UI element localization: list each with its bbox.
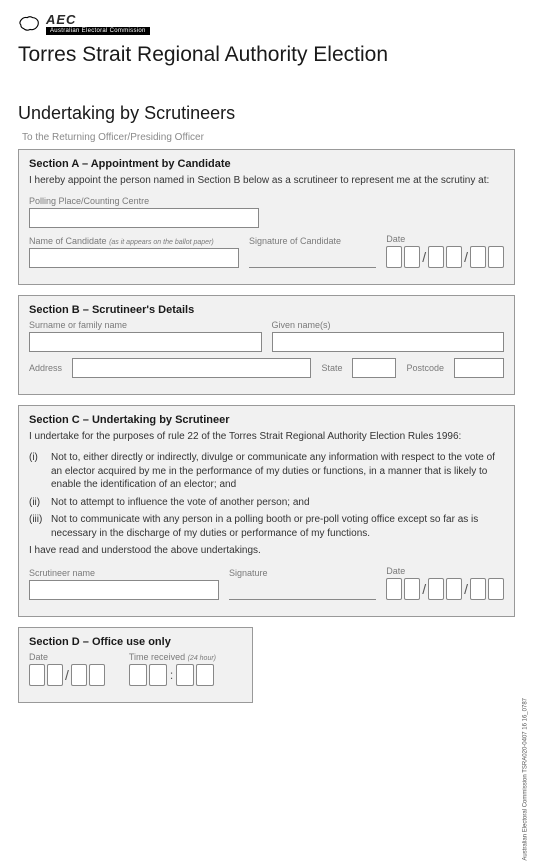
state-label: State: [321, 363, 342, 373]
addressee-line: To the Returning Officer/Presiding Offic…: [18, 132, 515, 143]
given-names-label: Given name(s): [272, 320, 505, 330]
date-box[interactable]: [470, 578, 486, 600]
section-c-date-label: Date: [386, 566, 504, 576]
scrutineer-name-label: Scrutineer name: [29, 568, 219, 578]
date-slash: /: [464, 249, 468, 265]
date-box[interactable]: [29, 664, 45, 686]
section-c-intro: I undertake for the purposes of rule 22 …: [29, 430, 504, 444]
time-received-label: Time received (24 hour): [129, 652, 216, 662]
date-box[interactable]: [488, 578, 504, 600]
page-title: Torres Strait Regional Authority Electio…: [18, 43, 515, 67]
section-d-date-label: Date: [29, 652, 105, 662]
rule-num: (iii): [29, 513, 43, 540]
time-box[interactable]: [196, 664, 214, 686]
scrutineer-signature-label: Signature: [229, 568, 376, 578]
candidate-signature-line[interactable]: [249, 248, 376, 268]
page-subtitle: Undertaking by Scrutineers: [18, 103, 515, 124]
date-box[interactable]: [386, 246, 402, 268]
date-slash: /: [464, 581, 468, 597]
section-d-date-group: /: [29, 664, 105, 686]
date-box[interactable]: [89, 664, 105, 686]
date-slash: /: [422, 581, 426, 597]
address-label: Address: [29, 363, 62, 373]
rule-text: Not to communicate with any person in a …: [51, 513, 504, 540]
aec-wordmark: AEC Australian Electoral Commission: [46, 12, 150, 35]
polling-place-input[interactable]: [29, 208, 259, 228]
candidate-name-hint: (as it appears on the ballot paper): [109, 239, 214, 246]
date-box[interactable]: [71, 664, 87, 686]
time-box[interactable]: [129, 664, 147, 686]
section-c: Section C – Undertaking by Scrutineer I …: [18, 405, 515, 617]
date-box[interactable]: [488, 246, 504, 268]
rule-item: (ii) Not to attempt to influence the vote…: [29, 496, 504, 510]
section-b-head: Section B – Scrutineer's Details: [29, 304, 504, 316]
date-box[interactable]: [386, 578, 402, 600]
date-slash: /: [422, 249, 426, 265]
section-a-intro: I hereby appoint the person named in Sec…: [29, 174, 504, 188]
time-colon: :: [169, 668, 174, 682]
section-d-head: Section D – Office use only: [29, 636, 242, 648]
candidate-signature-label: Signature of Candidate: [249, 236, 376, 246]
rule-item: (iii) Not to communicate with any person …: [29, 513, 504, 540]
section-a-date-label: Date: [386, 234, 504, 244]
date-box[interactable]: [446, 246, 462, 268]
date-box[interactable]: [428, 578, 444, 600]
header-logo: AEC Australian Electoral Commission: [18, 12, 515, 35]
rule-text: Not to attempt to influence the vote of …: [51, 496, 310, 510]
postcode-input[interactable]: [454, 358, 504, 378]
footer-side-note: Australian Electoral Commission TSRA020-…: [523, 698, 529, 861]
candidate-name-label-text: Name of Candidate: [29, 236, 107, 246]
rule-text: Not to, either directly or indirectly, d…: [51, 451, 504, 492]
aec-logo-text: AEC: [46, 12, 150, 27]
rule-num: (i): [29, 451, 43, 492]
address-input[interactable]: [72, 358, 311, 378]
date-box[interactable]: [47, 664, 63, 686]
candidate-name-label: Name of Candidate (as it appears on the …: [29, 236, 239, 246]
state-input[interactable]: [352, 358, 396, 378]
aec-logo-sub: Australian Electoral Commission: [46, 27, 150, 35]
surname-input[interactable]: [29, 332, 262, 352]
time-box[interactable]: [176, 664, 194, 686]
time-group: :: [129, 664, 216, 686]
date-slash: /: [65, 667, 69, 683]
date-box[interactable]: [404, 246, 420, 268]
section-d: Section D – Office use only Date / Time …: [18, 627, 253, 703]
section-c-affirm: I have read and understood the above und…: [29, 544, 504, 558]
candidate-name-input[interactable]: [29, 248, 239, 268]
rule-item: (i) Not to, either directly or indirectly…: [29, 451, 504, 492]
time-received-text: Time received: [129, 652, 185, 662]
section-a-head: Section A – Appointment by Candidate: [29, 158, 504, 170]
scrutineer-name-input[interactable]: [29, 580, 219, 600]
section-c-date-group: / /: [386, 578, 504, 600]
postcode-label: Postcode: [406, 363, 444, 373]
given-names-input[interactable]: [272, 332, 505, 352]
surname-label: Surname or family name: [29, 320, 262, 330]
rules-list: (i) Not to, either directly or indirectly…: [29, 451, 504, 540]
date-box[interactable]: [404, 578, 420, 600]
scrutineer-signature-line[interactable]: [229, 580, 376, 600]
section-b: Section B – Scrutineer's Details Surname…: [18, 295, 515, 395]
polling-place-label: Polling Place/Counting Centre: [29, 196, 259, 206]
time-received-hint: (24 hour): [188, 655, 216, 662]
time-box[interactable]: [149, 664, 167, 686]
australia-icon: [18, 14, 40, 34]
section-a-date-group: / /: [386, 246, 504, 268]
date-box[interactable]: [446, 578, 462, 600]
rule-num: (ii): [29, 496, 43, 510]
date-box[interactable]: [428, 246, 444, 268]
section-c-head: Section C – Undertaking by Scrutineer: [29, 414, 504, 426]
date-box[interactable]: [470, 246, 486, 268]
section-a: Section A – Appointment by Candidate I h…: [18, 149, 515, 285]
